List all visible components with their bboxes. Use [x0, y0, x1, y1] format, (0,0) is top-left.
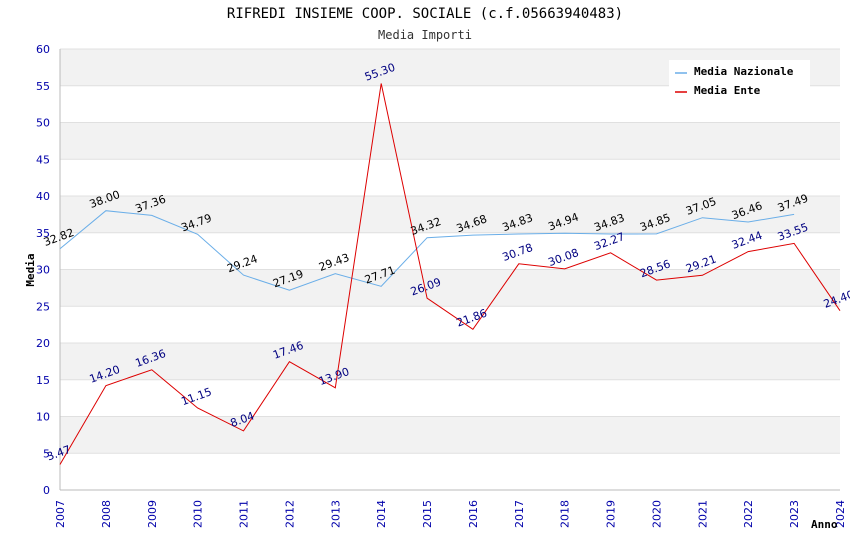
series-line-media-nazionale	[59, 210, 795, 291]
background-bands	[60, 49, 840, 454]
y-tick-label-40: 40	[36, 190, 50, 203]
x-tick-label-2010: 2010	[192, 500, 205, 528]
x-tick-label-2013: 2013	[329, 500, 342, 528]
data-label-media-ente-2007: 3.47	[45, 443, 72, 464]
y-tick-label-15: 15	[36, 374, 50, 387]
y-tick-label-55: 55	[36, 80, 50, 93]
x-tick-label-2023: 2023	[788, 500, 801, 528]
x-tick-label-2009: 2009	[146, 500, 159, 528]
x-tick-label-2015: 2015	[421, 500, 434, 528]
x-tick-label-2012: 2012	[283, 500, 296, 528]
x-tick-label-2024: 2024	[834, 500, 847, 528]
x-tick-labels: 2007 2008 2009 2010 2011 2012 2013 2014 2015 2016…	[54, 500, 847, 528]
chart-title: RIFREDI INSIEME COOP. SOCIALE (c.f.05663…	[227, 6, 623, 22]
legend: Media Nazionale Media Ente	[669, 60, 810, 100]
series-lines	[59, 83, 841, 465]
band-15	[60, 343, 840, 380]
y-tick-label-10: 10	[36, 411, 50, 424]
x-tick-label-2022: 2022	[742, 500, 755, 528]
data-label-media-ente-2017: 30.78	[501, 241, 535, 264]
y-tick-label-60: 60	[36, 43, 50, 56]
band-5	[60, 416, 840, 454]
y-tick-label-30: 30	[36, 264, 50, 277]
y-tick-labels: 0 5 10 15 20 25 30 35 40 45 50 55 60	[36, 43, 50, 497]
x-tick-label-2019: 2019	[605, 500, 618, 528]
y-tick-label-25: 25	[36, 300, 50, 313]
y-tick-label-35: 35	[36, 227, 50, 240]
band-25	[60, 269, 840, 307]
x-tick-label-2020: 2020	[650, 500, 663, 528]
legend-label-media-ente: Media Ente	[694, 84, 761, 97]
series-line-media-ente	[59, 83, 841, 465]
x-tick-label-2007: 2007	[54, 500, 67, 528]
y-axis-title: Media	[24, 253, 37, 286]
x-tick-label-2011: 2011	[238, 500, 251, 528]
y-tick-label-5: 5	[43, 447, 50, 460]
x-tick-label-2008: 2008	[100, 500, 113, 528]
data-label-media-ente-2016: 21.86	[455, 307, 489, 330]
x-tick-label-2016: 2016	[467, 500, 480, 528]
data-label-media-ente-2010: 11.15	[179, 385, 213, 408]
gridlines	[60, 48, 840, 491]
x-tick-label-2017: 2017	[513, 500, 526, 528]
y-tick-label-0: 0	[43, 484, 50, 497]
y-tick-label-20: 20	[36, 337, 50, 350]
y-tick-label-50: 50	[36, 117, 50, 130]
chart-subtitle: Media Importi	[378, 28, 472, 42]
legend-label-media-nazionale: Media Nazionale	[694, 65, 794, 78]
x-tick-label-2018: 2018	[559, 500, 572, 528]
x-tick-label-2021: 2021	[696, 500, 709, 528]
band-45	[60, 122, 840, 160]
legend-box	[669, 60, 810, 100]
data-label-media-ente-2018: 30.08	[546, 246, 580, 269]
x-axis-title: Anno	[811, 518, 838, 531]
y-tick-label-45: 45	[36, 153, 50, 166]
band-35	[60, 196, 840, 233]
x-tick-label-2014: 2014	[375, 500, 388, 528]
